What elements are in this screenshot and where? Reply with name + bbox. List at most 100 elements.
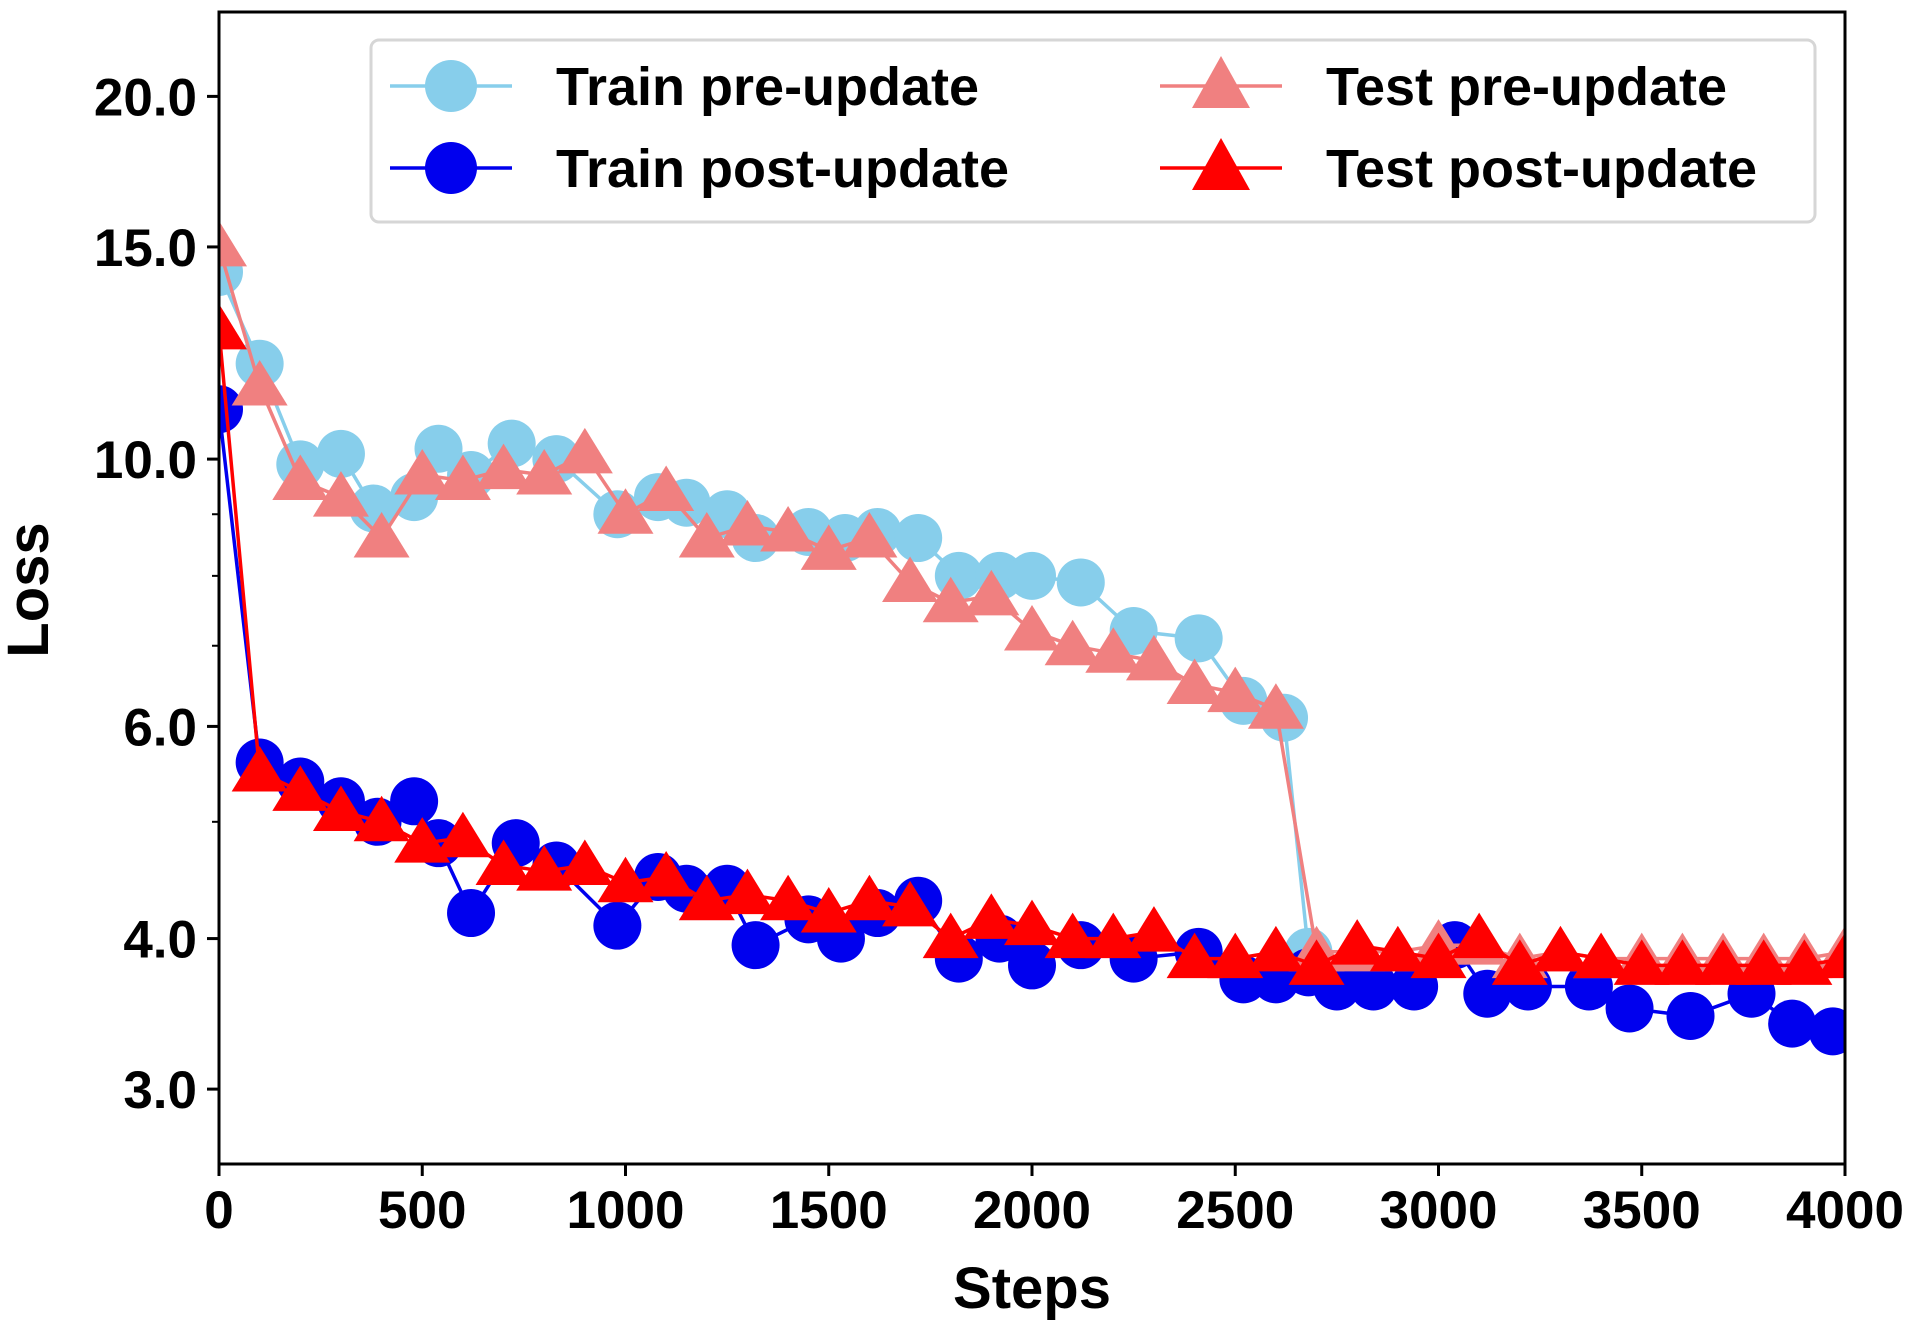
data-point-test-post bbox=[219, 303, 247, 350]
x-tick-label: 500 bbox=[378, 1181, 466, 1240]
data-point-test-pre bbox=[556, 427, 613, 474]
x-axis: 0 500 1000 1500 2000 2500 3000 3500 4000 bbox=[204, 1164, 1904, 1240]
data-point-train-post bbox=[1666, 991, 1715, 1040]
data-point-train-post bbox=[1008, 941, 1056, 990]
data-point-test-pre bbox=[394, 449, 451, 495]
data-point-test-post bbox=[312, 785, 369, 831]
data-point-test-post bbox=[231, 745, 288, 792]
data-point-train-post bbox=[1808, 1007, 1845, 1056]
data-point-test-post bbox=[1125, 906, 1182, 952]
data-point-test-post bbox=[597, 856, 654, 903]
y-tick-label: 3.0 bbox=[123, 1061, 197, 1120]
data-point-test-post bbox=[272, 765, 329, 811]
legend-entry-test-pre: Test pre-update bbox=[1160, 56, 1727, 117]
data-point-test-post bbox=[1166, 932, 1223, 979]
data-point-test-post bbox=[1491, 939, 1548, 985]
data-point-test-post bbox=[1776, 939, 1833, 985]
data-point-test-post bbox=[1695, 939, 1752, 985]
data-point-test-pre bbox=[638, 465, 695, 511]
data-point-test-pre bbox=[719, 499, 776, 546]
data-point-test-pre bbox=[231, 359, 288, 406]
data-point-test-pre bbox=[1247, 683, 1304, 729]
data-point-test-pre bbox=[963, 569, 1020, 616]
data-point-train-pre bbox=[1174, 614, 1223, 663]
legend-entry-train-pre: Train pre-update bbox=[390, 57, 979, 117]
data-point-test-post bbox=[1004, 899, 1060, 946]
data-point-test-post bbox=[516, 845, 573, 891]
legend-marker-train-post bbox=[425, 142, 477, 194]
data-point-test-pre bbox=[1004, 605, 1060, 651]
series-test-post bbox=[219, 303, 1845, 985]
data-point-test-post bbox=[1451, 912, 1508, 959]
data-point-test-post bbox=[1288, 939, 1345, 985]
y-tick-label: 10.0 bbox=[94, 431, 197, 490]
legend: Train pre-update Train post-update Test … bbox=[369, 38, 1817, 224]
data-point-test-post bbox=[1654, 939, 1711, 985]
data-point-train-pre bbox=[1008, 551, 1056, 600]
data-point-test-post bbox=[1410, 932, 1467, 979]
legend-label-test-pre: Test pre-update bbox=[1326, 57, 1727, 117]
data-point-test-post bbox=[882, 880, 939, 927]
y-tick-label: 6.0 bbox=[123, 698, 197, 757]
x-tick-label: 4000 bbox=[1786, 1181, 1904, 1240]
data-point-test-pre bbox=[475, 443, 532, 490]
data-point-test-post bbox=[1247, 925, 1304, 972]
data-point-test-post bbox=[1044, 912, 1101, 959]
legend-marker-train-pre bbox=[425, 60, 477, 112]
data-point-test-post bbox=[922, 912, 979, 959]
y-tick-label: 4.0 bbox=[123, 911, 197, 970]
x-tick-label: 3000 bbox=[1380, 1181, 1498, 1240]
data-point-test-post bbox=[1207, 932, 1264, 979]
x-tick-label: 2000 bbox=[973, 1181, 1091, 1240]
data-point-test-post bbox=[1329, 919, 1386, 965]
data-point-test-post bbox=[841, 874, 898, 921]
legend-label-test-post: Test post-update bbox=[1326, 139, 1757, 199]
data-point-test-pre bbox=[1085, 627, 1142, 673]
legend-frame bbox=[369, 38, 1817, 224]
data-point-test-post bbox=[475, 839, 532, 885]
data-point-test-post bbox=[353, 795, 410, 842]
y-tick-label: 20.0 bbox=[94, 68, 197, 127]
data-point-test-pre bbox=[1207, 666, 1264, 713]
data-point-train-post bbox=[390, 777, 439, 826]
x-axis-label: Steps bbox=[953, 1256, 1111, 1321]
y-tick-label: 15.0 bbox=[94, 219, 197, 278]
data-point-test-pre bbox=[219, 220, 247, 267]
data-point-test-post bbox=[800, 887, 857, 933]
data-point-test-post bbox=[719, 868, 776, 915]
data-point-test-pre bbox=[760, 505, 817, 552]
x-tick-label: 1500 bbox=[770, 1181, 888, 1240]
legend-entry-train-post: Train post-update bbox=[390, 139, 1009, 199]
data-point-test-pre bbox=[516, 449, 573, 495]
data-point-test-pre bbox=[353, 512, 410, 558]
data-point-test-pre bbox=[882, 556, 939, 602]
data-point-test-pre bbox=[272, 454, 329, 500]
data-point-train-post bbox=[731, 921, 780, 970]
data-point-test-post bbox=[556, 839, 613, 885]
y-axis-label: Loss bbox=[0, 522, 61, 657]
data-point-train-pre bbox=[316, 429, 365, 478]
data-point-train-post bbox=[593, 901, 642, 950]
x-tick-label: 3500 bbox=[1583, 1181, 1701, 1240]
series-layer bbox=[219, 220, 1845, 1056]
data-point-test-post bbox=[963, 893, 1020, 939]
data-point-train-post bbox=[1768, 999, 1817, 1048]
data-point-test-post bbox=[1532, 925, 1589, 972]
data-point-test-post bbox=[1369, 925, 1426, 972]
x-tick-label: 1000 bbox=[567, 1181, 685, 1240]
data-point-test-pre bbox=[678, 512, 735, 558]
legend-entry-test-post: Test post-update bbox=[1160, 138, 1757, 199]
x-tick-label: 0 bbox=[204, 1181, 233, 1240]
data-point-test-post bbox=[760, 874, 817, 921]
plot-area bbox=[219, 220, 1845, 1056]
data-point-test-post bbox=[434, 811, 491, 858]
data-point-test-pre bbox=[800, 524, 857, 570]
data-point-test-pre bbox=[312, 471, 369, 517]
data-point-test-post bbox=[1735, 939, 1792, 985]
data-point-test-post bbox=[1817, 932, 1845, 979]
data-point-train-post bbox=[1349, 962, 1398, 1011]
data-point-test-pre bbox=[1125, 634, 1182, 681]
data-point-train-post bbox=[1605, 984, 1654, 1033]
data-point-test-pre bbox=[597, 488, 654, 534]
